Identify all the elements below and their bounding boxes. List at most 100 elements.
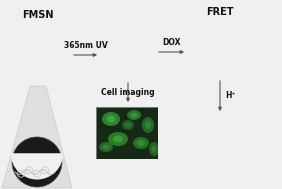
Circle shape — [30, 55, 32, 57]
Circle shape — [21, 31, 27, 36]
Circle shape — [227, 44, 233, 50]
Circle shape — [206, 136, 208, 138]
Circle shape — [212, 60, 217, 66]
Circle shape — [219, 156, 224, 161]
Circle shape — [212, 21, 214, 24]
Circle shape — [204, 36, 209, 42]
Circle shape — [127, 65, 132, 70]
Circle shape — [141, 45, 146, 50]
Circle shape — [45, 31, 51, 36]
Circle shape — [235, 52, 241, 58]
Circle shape — [46, 55, 48, 57]
Circle shape — [184, 50, 188, 54]
Ellipse shape — [137, 140, 145, 146]
Text: FMSN: FMSN — [22, 10, 54, 20]
Circle shape — [227, 36, 233, 42]
Circle shape — [233, 136, 238, 141]
Circle shape — [248, 60, 252, 65]
Circle shape — [121, 51, 125, 56]
Circle shape — [199, 136, 201, 138]
Circle shape — [45, 39, 51, 44]
Circle shape — [226, 149, 231, 154]
Circle shape — [22, 63, 25, 65]
Circle shape — [114, 32, 119, 36]
Circle shape — [212, 61, 214, 63]
Circle shape — [14, 62, 19, 68]
Circle shape — [213, 150, 215, 152]
Ellipse shape — [151, 146, 157, 153]
Circle shape — [204, 44, 209, 50]
Circle shape — [236, 37, 238, 40]
Circle shape — [128, 46, 130, 47]
Circle shape — [121, 58, 125, 63]
Circle shape — [227, 21, 233, 26]
Ellipse shape — [127, 110, 141, 120]
Circle shape — [141, 59, 143, 61]
Circle shape — [179, 45, 184, 49]
Circle shape — [219, 122, 224, 127]
Circle shape — [235, 29, 241, 34]
Circle shape — [228, 29, 230, 32]
Circle shape — [199, 143, 204, 147]
Circle shape — [228, 61, 230, 63]
Circle shape — [206, 149, 211, 154]
Circle shape — [179, 135, 184, 140]
Circle shape — [22, 55, 25, 57]
Circle shape — [219, 36, 225, 42]
Circle shape — [141, 39, 143, 41]
Circle shape — [190, 15, 250, 75]
Circle shape — [46, 31, 48, 33]
Text: FRET: FRET — [206, 7, 234, 17]
Circle shape — [38, 63, 40, 65]
Circle shape — [227, 129, 229, 131]
Circle shape — [14, 55, 17, 57]
Circle shape — [53, 46, 59, 52]
Circle shape — [227, 52, 233, 58]
Circle shape — [252, 133, 257, 138]
Circle shape — [22, 31, 25, 33]
Circle shape — [210, 110, 215, 115]
Circle shape — [236, 45, 238, 47]
Circle shape — [195, 119, 248, 170]
Circle shape — [127, 58, 132, 63]
Circle shape — [212, 29, 217, 34]
Circle shape — [108, 46, 110, 47]
Circle shape — [186, 28, 191, 32]
Circle shape — [45, 46, 51, 52]
Circle shape — [233, 143, 238, 147]
Circle shape — [108, 39, 110, 41]
Circle shape — [121, 38, 125, 43]
Circle shape — [219, 143, 224, 147]
Circle shape — [226, 143, 231, 147]
Bar — [96, 107, 158, 159]
Circle shape — [38, 39, 43, 44]
Circle shape — [230, 44, 234, 49]
Circle shape — [221, 58, 225, 62]
Circle shape — [206, 129, 208, 131]
Circle shape — [135, 65, 136, 67]
Circle shape — [141, 46, 143, 47]
Circle shape — [212, 37, 214, 40]
Circle shape — [204, 53, 206, 55]
Circle shape — [220, 150, 222, 152]
Text: H⁺: H⁺ — [225, 91, 235, 101]
Circle shape — [234, 136, 236, 138]
Circle shape — [204, 56, 209, 61]
Ellipse shape — [113, 136, 123, 143]
Circle shape — [212, 182, 217, 187]
Circle shape — [196, 37, 199, 40]
Circle shape — [235, 60, 241, 66]
Circle shape — [226, 136, 231, 141]
Circle shape — [206, 156, 211, 161]
Circle shape — [121, 65, 125, 70]
Circle shape — [135, 32, 136, 34]
Circle shape — [213, 129, 217, 134]
Circle shape — [206, 136, 211, 141]
Circle shape — [30, 39, 32, 42]
Circle shape — [141, 65, 143, 67]
Circle shape — [30, 34, 58, 61]
Circle shape — [213, 143, 215, 145]
Circle shape — [45, 70, 51, 76]
Circle shape — [244, 122, 248, 127]
Circle shape — [199, 149, 204, 154]
